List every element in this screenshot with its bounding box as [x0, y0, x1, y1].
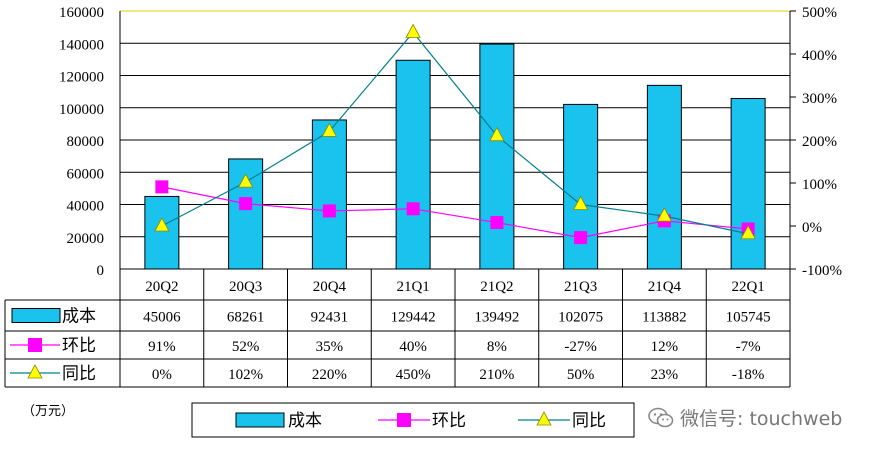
watermark: 微信号: touchweb	[648, 404, 842, 431]
x-tick-label-22Q1: 22Q1	[731, 279, 764, 295]
ratio-lines	[154, 23, 756, 245]
legend-label-环比: 环比	[432, 411, 466, 431]
table-cell-环比-20Q2: 91%	[148, 339, 176, 355]
y-left-tick-label: 20000	[67, 231, 105, 247]
x-tick-label-21Q3: 21Q3	[564, 279, 597, 295]
row-key-成本	[11, 308, 61, 323]
y-left-tick-label: 100000	[59, 102, 104, 118]
point-同比-20Q3	[237, 173, 254, 188]
table-cell-环比-22Q1: -7%	[736, 339, 761, 355]
bar-21Q2	[479, 43, 515, 270]
table-cell-成本-20Q2: 45006	[143, 310, 181, 326]
table-cell-成本-21Q4: 113882	[642, 310, 686, 326]
bar-21Q1	[395, 59, 431, 270]
bar-21Q3	[563, 103, 599, 270]
table-cell-同比-20Q3: 102%	[228, 367, 263, 383]
y-left-tick-label: 60000	[67, 166, 105, 182]
row-key-环比	[28, 338, 42, 352]
bar-20Q4	[311, 119, 347, 270]
table-cell-成本-21Q3: 102075	[558, 310, 603, 326]
table-cell-同比-20Q4: 220%	[312, 367, 347, 383]
wechat-icon	[648, 407, 674, 427]
legend-key-成本	[235, 412, 285, 428]
table-cell-同比-21Q2: 210%	[479, 367, 514, 383]
y-right-tick-label: 400%	[802, 48, 837, 64]
table-cell-成本-20Q3: 68261	[227, 310, 265, 326]
y-left-tick-label: 140000	[59, 37, 104, 53]
row-key-同比	[27, 364, 43, 379]
point-环比-21Q2	[490, 216, 504, 230]
row-header-环比: 环比	[62, 336, 96, 356]
y-left-tick-label: 80000	[67, 134, 105, 150]
y-right-tick-label: -100%	[802, 263, 842, 279]
plot-gridlines	[120, 10, 790, 270]
table-cell-环比-21Q4: 12%	[651, 339, 679, 355]
line-环比	[161, 186, 749, 239]
point-同比-21Q3	[572, 195, 589, 210]
axes: 0 20000 40000 60000 80000 100000 120000 140000 1…	[59, 5, 842, 279]
data-table: 20Q2 20Q3 20Q4 21Q1 21Q2 21Q3 21Q4 22Q1 成本 45006 6…	[4, 268, 791, 388]
table-cell-成本-22Q1: 105745	[726, 310, 771, 326]
table-cell-同比-20Q2: 0%	[152, 367, 172, 383]
point-同比-22Q1	[740, 224, 756, 240]
point-同比-21Q4	[656, 207, 673, 222]
line-同比	[161, 31, 749, 235]
y-right-tick-label: 200%	[802, 134, 837, 150]
table-cell-同比-21Q1: 450%	[396, 367, 431, 383]
bar-21Q4	[646, 84, 682, 270]
point-环比-20Q2	[155, 180, 169, 194]
table-cell-成本-21Q1: 129442	[391, 310, 436, 326]
point-环比-21Q1	[406, 202, 420, 216]
legend: 成本 环比 同比	[191, 402, 635, 438]
y-right-tick-label: 100%	[802, 177, 837, 193]
bar-20Q2	[144, 195, 180, 270]
x-tick-label-20Q3: 20Q3	[229, 279, 262, 295]
y-right-tick-label: 500%	[802, 5, 837, 21]
y-right-tick-label: 0%	[802, 220, 822, 236]
table-cell-环比-21Q3: -27%	[564, 339, 597, 355]
point-同比-21Q1	[405, 23, 421, 38]
legend-label-成本: 成本	[288, 411, 322, 431]
table-cell-环比-20Q4: 35%	[316, 339, 344, 355]
y-left-tick-label: 120000	[59, 70, 104, 86]
table-cell-同比-21Q4: 23%	[651, 367, 679, 383]
x-tick-label-20Q2: 20Q2	[145, 279, 178, 295]
table-cell-环比-20Q3: 52%	[232, 339, 260, 355]
point-同比-21Q2	[489, 126, 505, 142]
legend-key-同比	[536, 411, 552, 426]
watermark-text: 微信号: touchweb	[680, 408, 843, 430]
point-同比-20Q2	[154, 217, 170, 232]
x-tick-label-21Q4: 21Q4	[648, 279, 682, 295]
x-tick-label-21Q1: 21Q1	[396, 279, 429, 295]
bar-22Q1	[730, 97, 766, 270]
point-同比-20Q4	[321, 122, 338, 137]
table-cell-成本-21Q2: 139492	[474, 310, 519, 326]
unit-label: （万元）	[22, 404, 75, 419]
table-cell-同比-22Q1: -18%	[732, 367, 765, 383]
row-header-同比: 同比	[62, 364, 96, 384]
x-tick-label-20Q4: 20Q4	[313, 279, 347, 295]
table-cell-同比-21Q3: 50%	[567, 367, 595, 383]
cost-bars	[144, 43, 766, 270]
table-cell-环比-21Q2: 8%	[487, 339, 507, 355]
y-left-tick-label: 0	[97, 263, 105, 279]
row-header-成本: 成本	[62, 307, 96, 327]
y-right-tick-label: 300%	[802, 91, 837, 107]
point-环比-20Q3	[239, 197, 253, 211]
y-left-tick-label: 40000	[67, 199, 105, 215]
table-cell-成本-20Q4: 92431	[311, 310, 349, 326]
legend-label-同比: 同比	[572, 411, 606, 431]
y-left-tick-label: 160000	[59, 5, 104, 21]
point-环比-20Q4	[322, 204, 336, 218]
point-环比-21Q3	[574, 231, 588, 245]
legend-key-环比	[397, 413, 411, 427]
table-cell-环比-21Q1: 40%	[399, 339, 427, 355]
x-tick-label-21Q2: 21Q2	[480, 279, 513, 295]
